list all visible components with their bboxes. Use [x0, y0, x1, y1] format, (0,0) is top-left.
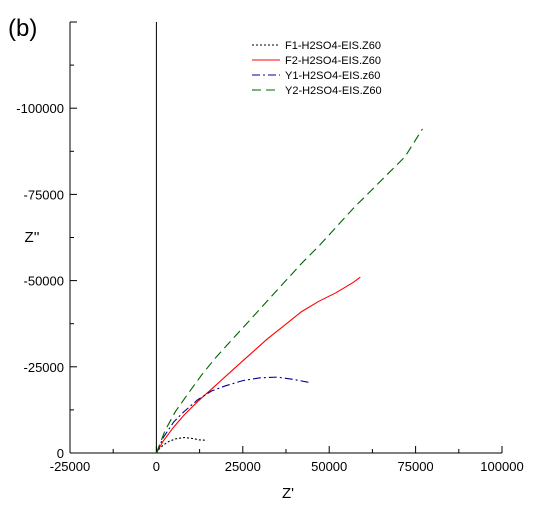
x-tick-label: 0 — [153, 459, 160, 474]
panel-label: (b) — [8, 15, 37, 42]
y-tick-label: -100000 — [16, 101, 64, 116]
series-line-1 — [155, 436, 205, 454]
legend-label: F1-H2SO4-EIS.Z60 — [285, 40, 381, 52]
x-tick-label: 25000 — [225, 459, 261, 474]
x-tick-label: -25000 — [50, 459, 90, 474]
x-tick-label: 50000 — [311, 459, 347, 474]
y-tick-label: -50000 — [24, 274, 64, 289]
legend-label: Y2-H2SO4-EIS.Z60 — [285, 85, 382, 97]
series-line-4 — [155, 128, 423, 454]
x-axis-title: Z' — [282, 485, 294, 502]
legend: F1-H2SO4-EIS.Z60 F2-H2SO4-EIS.Z60 Y1-H2SO4… — [252, 40, 382, 97]
y-tick-label: -75000 — [24, 187, 64, 202]
series-line-3 — [155, 376, 309, 454]
series-line-2 — [155, 276, 361, 454]
y-axis-title: Z'' — [25, 229, 40, 246]
legend-label: Y1-H2SO4-EIS.z60 — [285, 70, 380, 82]
x-tick-label: 100000 — [480, 459, 523, 474]
legend-label: F2-H2SO4-EIS.Z60 — [285, 55, 381, 67]
y-tick-label: 0 — [57, 446, 64, 461]
y-tick-label: -25000 — [24, 360, 64, 375]
x-tick-label: 75000 — [398, 459, 434, 474]
